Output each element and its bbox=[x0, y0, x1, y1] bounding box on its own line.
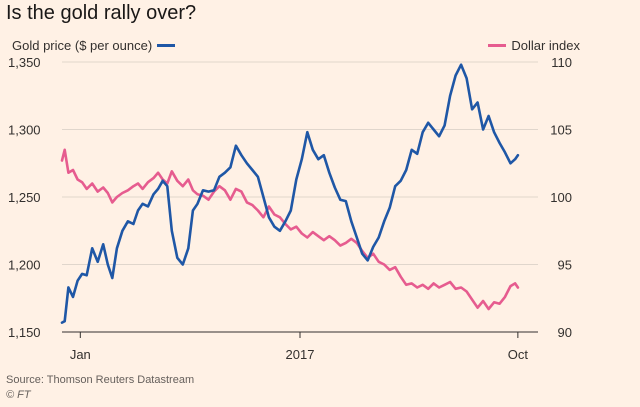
y-right-tick-label: 95 bbox=[558, 258, 572, 273]
source-note: Source: Thomson Reuters Datastream bbox=[6, 374, 195, 386]
legend-gold: Gold price ($ per ounce) bbox=[12, 38, 176, 53]
credit-note: © FT bbox=[6, 389, 31, 401]
y-right-tick-label: 100 bbox=[550, 190, 572, 205]
legend-dollar: Dollar index bbox=[488, 38, 580, 53]
legend-gold-swatch bbox=[157, 44, 176, 47]
dollar-index-line bbox=[60, 148, 520, 311]
x-tick-label: Jan bbox=[70, 347, 91, 362]
legend-gold-label: Gold price ($ per ounce) bbox=[12, 38, 153, 53]
y-left-tick-label: 1,150 bbox=[8, 325, 41, 340]
x-tick-label: 2017 bbox=[286, 347, 315, 362]
gold-price-line bbox=[60, 63, 520, 324]
chart-title: Is the gold rally over? bbox=[6, 2, 197, 24]
tick-labels: 1,150 1,200 1,250 1,300 1,350 90 95 100 105 110 Ja… bbox=[8, 55, 572, 362]
y-left-tick-label: 1,200 bbox=[8, 258, 41, 273]
y-left-tick-label: 1,250 bbox=[8, 190, 41, 205]
y-right-tick-label: 110 bbox=[551, 55, 572, 70]
y-right-tick-label: 105 bbox=[550, 123, 572, 138]
series-lines bbox=[60, 63, 520, 324]
legend-dollar-swatch bbox=[488, 44, 507, 47]
gridlines bbox=[62, 61, 538, 265]
x-tick-label: Oct bbox=[508, 347, 529, 362]
legend-dollar-label: Dollar index bbox=[511, 38, 580, 53]
y-right-tick-label: 90 bbox=[558, 325, 572, 340]
axes bbox=[62, 331, 538, 338]
y-left-tick-label: 1,300 bbox=[8, 123, 41, 138]
y-left-tick-label: 1,350 bbox=[8, 55, 41, 70]
